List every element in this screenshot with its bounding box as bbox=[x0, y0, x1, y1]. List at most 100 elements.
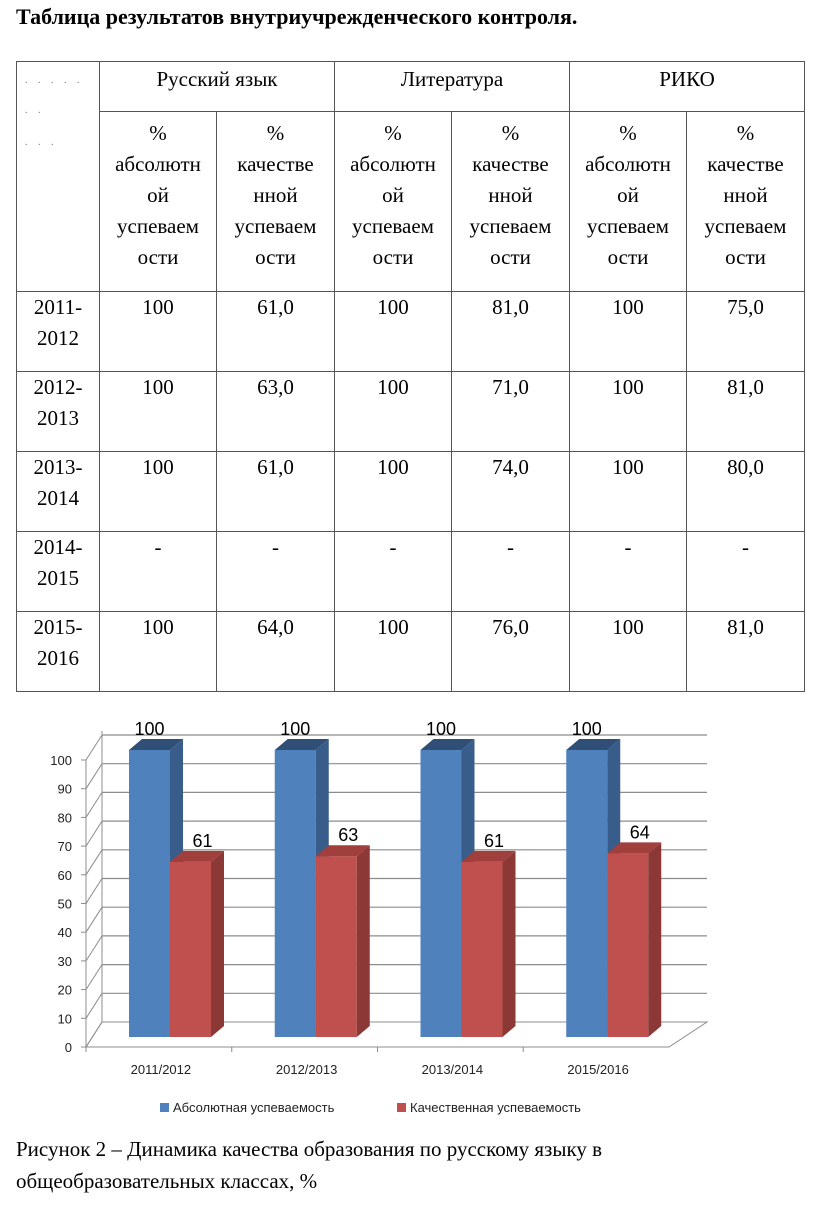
value-cell: 71,0 bbox=[451, 371, 570, 452]
bar-top bbox=[170, 850, 224, 862]
value-cell: - bbox=[334, 531, 452, 612]
value-cell: 61,0 bbox=[216, 451, 335, 532]
bar-top bbox=[129, 739, 183, 750]
year-line: 2012 bbox=[37, 326, 79, 350]
value-cell: 81,0 bbox=[686, 371, 805, 452]
bar-top bbox=[274, 739, 329, 750]
value-cell: - bbox=[686, 531, 805, 612]
value-cell: 76,0 bbox=[451, 611, 570, 692]
bar-front bbox=[170, 861, 211, 1037]
value-cell: - bbox=[569, 531, 687, 612]
column-header-line: ости bbox=[255, 245, 296, 269]
value-cell: 63,0 bbox=[216, 371, 335, 452]
chart-legend: Абсолютная успеваемость Качественная успе… bbox=[160, 1100, 581, 1115]
column-header-line: успеваем bbox=[587, 214, 669, 238]
year-line: 2015 bbox=[37, 566, 79, 590]
column-header-line: абсолютн bbox=[585, 152, 671, 176]
bar-top bbox=[420, 739, 475, 750]
corner-mark: . . bbox=[25, 105, 45, 116]
subject-header: РИКО bbox=[569, 61, 805, 112]
bar-front bbox=[461, 861, 503, 1037]
column-header-line: успеваем bbox=[469, 214, 552, 238]
bar-top bbox=[566, 739, 621, 750]
bar-top bbox=[315, 845, 370, 857]
column-header-line: нной bbox=[488, 183, 533, 207]
table-row: 2012- 2013 100 63,0 100 71,0 100 81,0 bbox=[16, 371, 805, 452]
value-cell: 100 bbox=[334, 371, 452, 452]
bar-side bbox=[648, 842, 662, 1037]
legend-label: Качественная успеваемость bbox=[410, 1100, 581, 1115]
column-header-line: ой bbox=[382, 183, 404, 207]
year-line: 2013- bbox=[33, 455, 83, 479]
column-header: % абсолютн ой успеваем ости bbox=[334, 111, 452, 292]
year-line: 2013 bbox=[37, 406, 79, 430]
subject-header: Литература bbox=[334, 61, 570, 112]
column-header-line: абсолютн bbox=[115, 152, 201, 176]
data-label: 100 bbox=[572, 719, 602, 739]
chart-bars bbox=[129, 739, 662, 1037]
caption-line: общеобразовательных классах, % bbox=[16, 1169, 318, 1193]
value-cell: 74,0 bbox=[451, 451, 570, 532]
y-tick-label: 50 bbox=[58, 897, 72, 912]
bar-front bbox=[566, 750, 608, 1037]
data-label: 100 bbox=[280, 719, 310, 739]
y-tick-label: 30 bbox=[58, 954, 72, 969]
year-cell: 2013- 2014 bbox=[16, 451, 100, 532]
column-header-line: нной bbox=[723, 183, 768, 207]
table-body: 2011- 2012 100 61,0 100 81,0 100 75,0 2012- 2013 1… bbox=[16, 291, 805, 692]
column-header: % качестве нной успеваем ости bbox=[216, 111, 335, 292]
year-line: 2014- bbox=[33, 535, 83, 559]
x-tick-label: 2011/2012 bbox=[131, 1062, 192, 1077]
chart-floor bbox=[85, 1021, 709, 1048]
corner-mark: . . . bbox=[25, 137, 58, 148]
side-gridline bbox=[85, 993, 103, 1019]
bar-front bbox=[315, 856, 357, 1037]
column-header: % качестве нной успеваем ости bbox=[686, 111, 805, 292]
side-gridline bbox=[85, 792, 103, 818]
value-cell: 100 bbox=[334, 291, 452, 372]
y-tick-label: 70 bbox=[58, 839, 72, 854]
value-cell: 100 bbox=[569, 371, 687, 452]
y-tick-label: 40 bbox=[58, 925, 72, 940]
column-header-line: ости bbox=[372, 245, 414, 269]
value-cell: 100 bbox=[99, 611, 217, 692]
column-header-line: ой bbox=[147, 183, 169, 207]
value-cell: 75,0 bbox=[686, 291, 805, 372]
caption-line: Рисунок 2 – Динамика качества образовани… bbox=[16, 1137, 603, 1161]
y-tick-label: 0 bbox=[65, 1040, 72, 1055]
table-row: 2015- 2016 100 64,0 100 76,0 100 81,0 bbox=[16, 611, 805, 692]
value-cell: 100 bbox=[99, 371, 217, 452]
column-header-line: абсолютн bbox=[350, 152, 436, 176]
y-tick-label: 80 bbox=[58, 810, 72, 825]
column-header-line: ости bbox=[725, 245, 766, 269]
y-tick-label: 60 bbox=[58, 868, 72, 883]
bar-front bbox=[607, 853, 649, 1037]
chart-labels: 100 61 100 63 100 61 100 64 bbox=[134, 719, 649, 851]
value-cell: 100 bbox=[569, 451, 687, 532]
column-header-line: ой bbox=[617, 183, 639, 207]
value-cell: 80,0 bbox=[686, 451, 805, 532]
legend-swatch bbox=[397, 1103, 406, 1112]
column-header-line: % bbox=[736, 121, 755, 145]
value-cell: 100 bbox=[99, 291, 217, 372]
column-header-line: ости bbox=[607, 245, 649, 269]
column-header-line: качестве bbox=[707, 152, 784, 176]
corner-cell: . . . . . . . . . . bbox=[16, 61, 100, 292]
legend-swatch bbox=[160, 1103, 169, 1112]
corner-mark: . . . . . bbox=[25, 75, 84, 86]
side-gridline bbox=[85, 763, 103, 789]
column-header: % абсолютн ой успеваем ости bbox=[99, 111, 217, 292]
bar-side bbox=[356, 845, 370, 1037]
year-line: 2016 bbox=[37, 646, 79, 670]
column-header-line: качестве bbox=[237, 152, 314, 176]
value-cell: - bbox=[451, 531, 570, 612]
data-label: 100 bbox=[426, 719, 456, 739]
column-header-line: % bbox=[501, 121, 520, 145]
data-label: 64 bbox=[630, 822, 650, 842]
data-label: 100 bbox=[134, 719, 164, 739]
y-tick-label: 100 bbox=[50, 753, 72, 768]
legend-label: Абсолютная успеваемость bbox=[173, 1100, 335, 1115]
side-gridline bbox=[85, 820, 103, 847]
column-header-line: ости bbox=[490, 245, 531, 269]
results-table: . . . . . . . . . . Русский язык Литерат… bbox=[16, 61, 805, 692]
